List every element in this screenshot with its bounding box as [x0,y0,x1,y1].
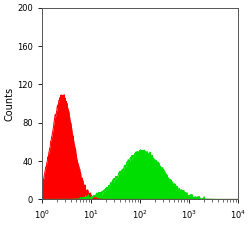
Y-axis label: Counts: Counts [4,86,14,121]
